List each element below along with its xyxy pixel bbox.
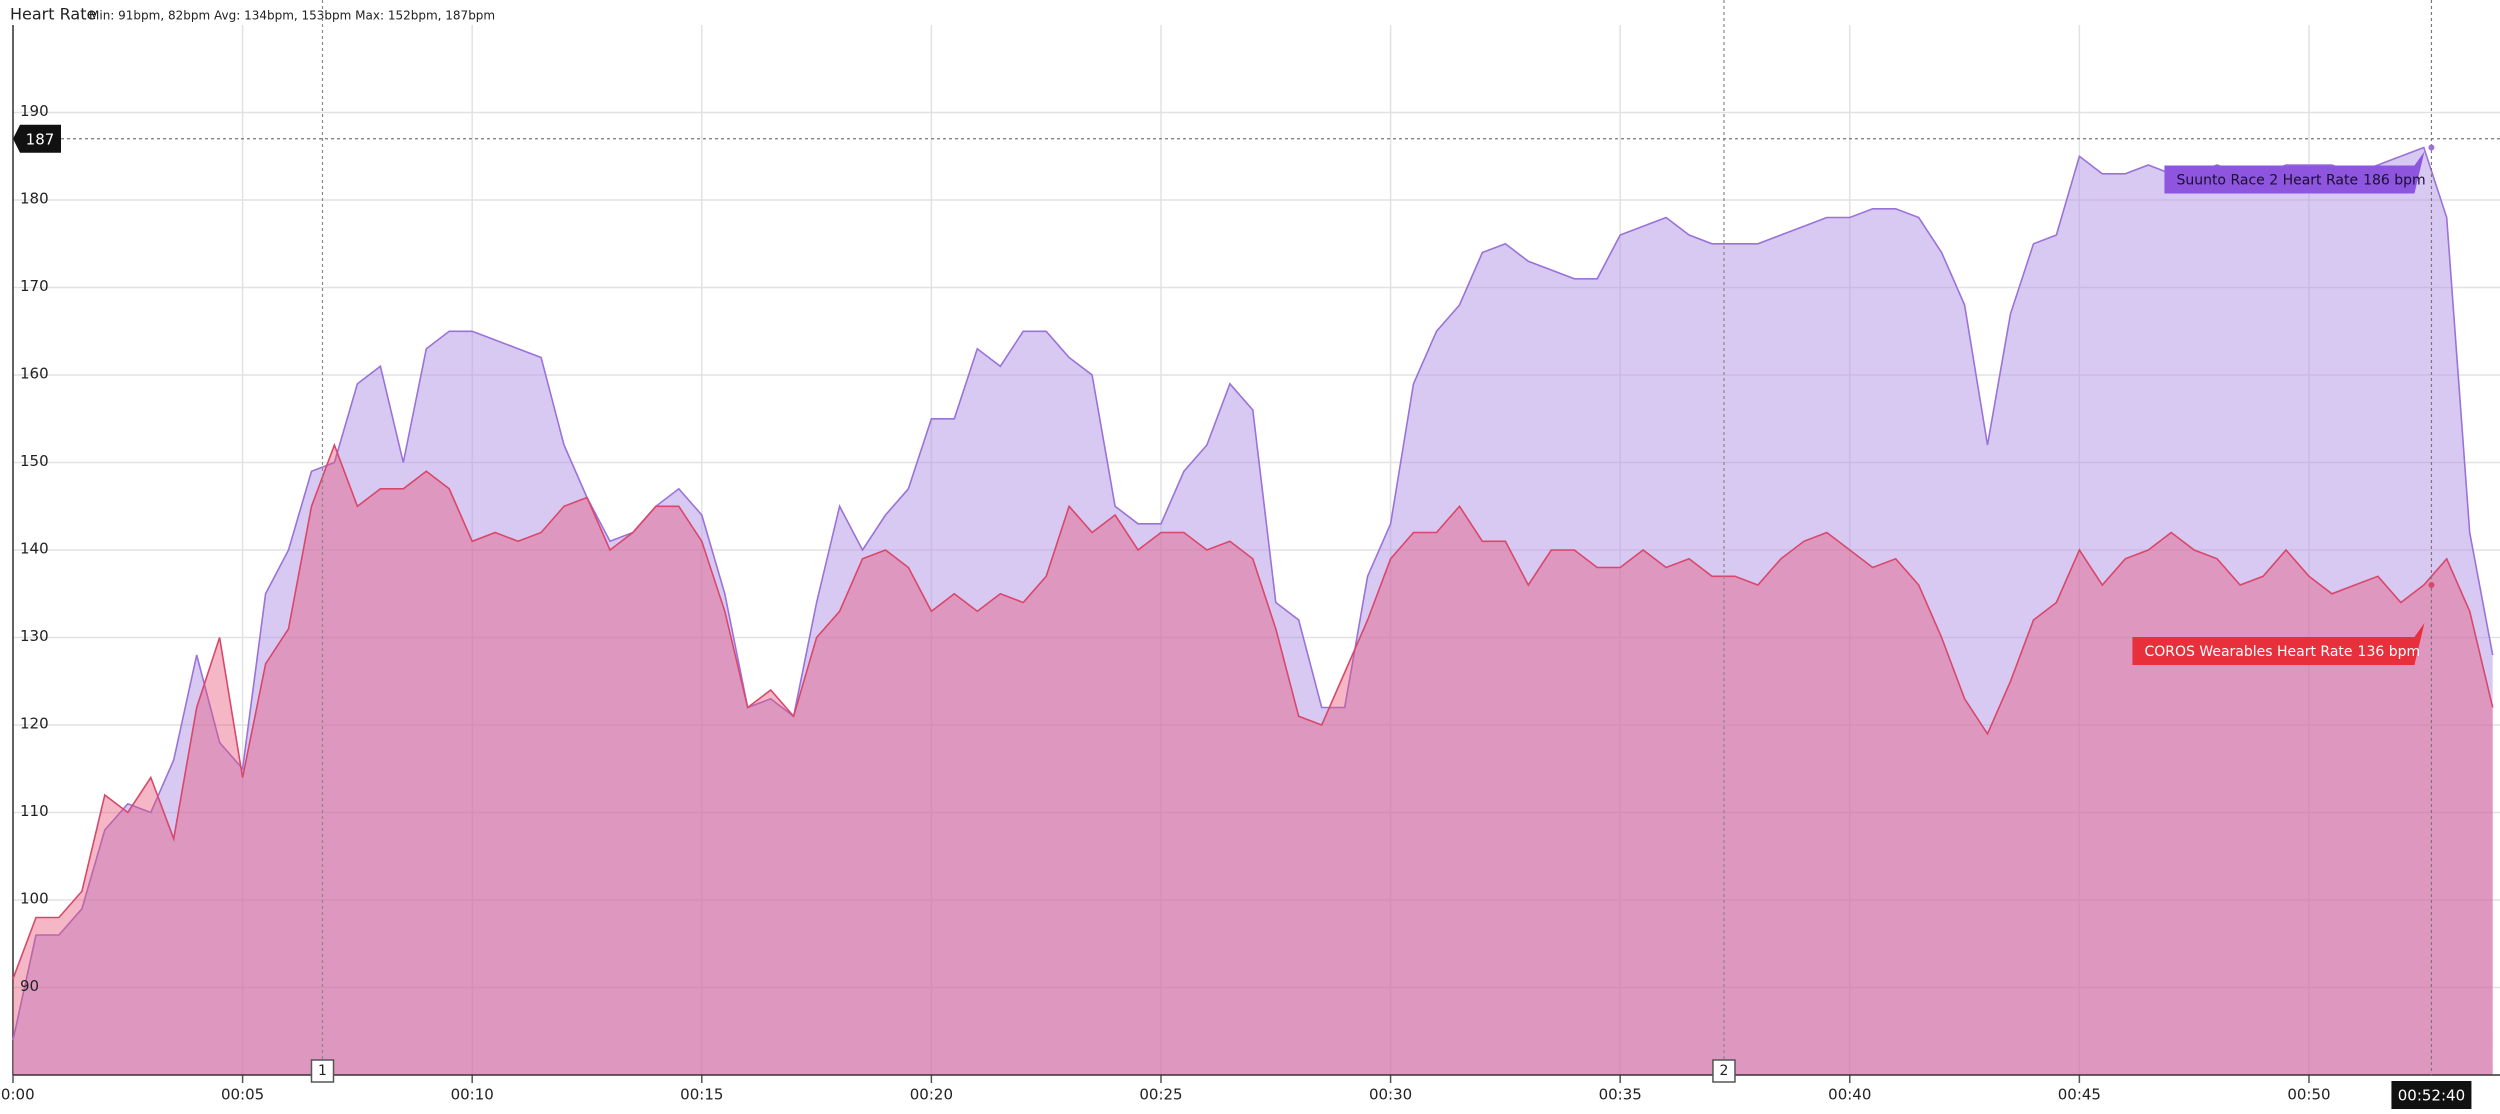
x-tick-label: 00:35 <box>1599 1086 1642 1104</box>
tooltip-series-name: COROS Wearables Heart Rate <box>2144 644 2352 660</box>
y-tick-label: 110 <box>20 802 49 820</box>
tooltip-text: Suunto Race 2 Heart Rate 186 bpm <box>2176 173 2425 189</box>
tooltip-value: 136 bpm <box>2358 644 2421 660</box>
x-tick-label: 00:40 <box>1828 1086 1871 1104</box>
tooltip-box <box>2132 623 2425 665</box>
area-fill <box>13 147 2493 1075</box>
tooltip-box <box>2164 151 2425 194</box>
tooltip-series-name: Suunto Race 2 Heart Rate <box>2176 173 2358 189</box>
lap-marker <box>310 1059 335 1083</box>
y-tick-label: 130 <box>20 627 49 645</box>
area-fill <box>13 445 2493 1075</box>
x-tick-label: 00:25 <box>1139 1086 1182 1104</box>
chart-title: Heart Rate <box>10 5 96 24</box>
tooltip-text: COROS Wearables Heart Rate 136 bpm <box>2144 644 2420 660</box>
y-tick-label: 150 <box>20 452 49 470</box>
x-tick-label: 00:15 <box>680 1086 723 1104</box>
x-tick-label: 00:05 <box>221 1086 264 1104</box>
y-tick-label: 100 <box>20 890 49 908</box>
tooltip-point <box>2428 582 2435 588</box>
area-line <box>12 442 2494 980</box>
cursor-y-badge <box>13 124 61 153</box>
lap-label: 2 <box>1719 1063 1728 1079</box>
cursor-x-label: 00:52:40 <box>2398 1087 2465 1105</box>
x-tick-label: 00:45 <box>2058 1086 2101 1104</box>
x-tick-label: 00:50 <box>2287 1086 2330 1104</box>
y-tick-label: 140 <box>20 540 49 558</box>
y-tick-label: 190 <box>20 102 49 120</box>
tooltip-point <box>2428 144 2435 151</box>
cursor-y-label: 187 <box>26 130 55 148</box>
cursor-x-badge <box>2391 1081 2472 1109</box>
y-tick-label: 90 <box>20 977 39 995</box>
y-tick-label: 160 <box>20 365 49 383</box>
y-tick-label: 170 <box>20 277 49 295</box>
x-tick-label: 00:30 <box>1369 1086 1412 1104</box>
x-tick-label: 00:00 <box>0 1086 35 1104</box>
area-line <box>12 146 2494 1041</box>
chart-subtitle: Min: 91bpm, 82bpm Avg: 134bpm, 153bpm Ma… <box>89 9 495 23</box>
x-tick-label: 00:10 <box>451 1086 494 1104</box>
lap-marker <box>1712 1059 1736 1083</box>
lap-label: 1 <box>318 1063 327 1079</box>
y-tick-label: 180 <box>20 190 49 208</box>
tooltip-value: 186 bpm <box>2363 173 2426 189</box>
x-tick-label: 00:20 <box>910 1086 953 1104</box>
y-tick-label: 120 <box>20 715 49 733</box>
